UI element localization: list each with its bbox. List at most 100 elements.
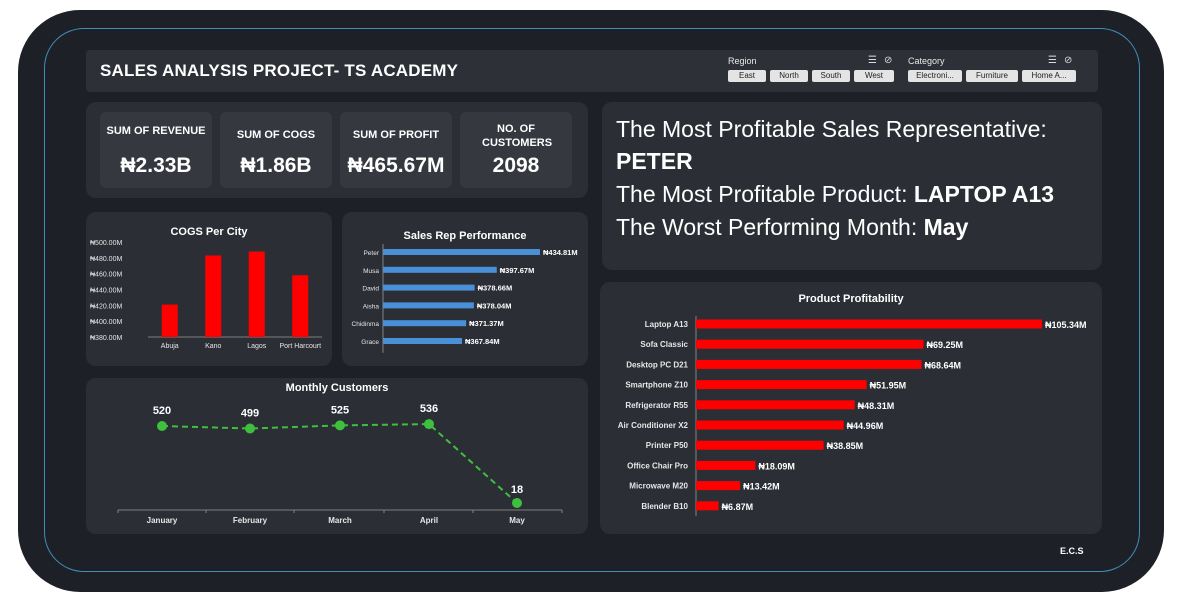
region-option-west[interactable]: West xyxy=(854,70,894,82)
clear-filter-icon[interactable]: ⊘ xyxy=(884,55,893,66)
y-tick-label: ₦500.00M xyxy=(90,240,122,247)
category-label: Desktop PC D21 xyxy=(626,360,688,369)
kpi-value: 2098 xyxy=(492,154,540,177)
clear-filter-icon[interactable]: ⊘ xyxy=(1064,55,1073,66)
x-tick-label: Port Harcourt xyxy=(279,343,321,350)
data-point xyxy=(424,419,434,430)
bar xyxy=(696,359,922,369)
x-tick-label: Kano xyxy=(205,343,221,350)
dashboard-border xyxy=(44,28,1140,572)
region-slicer: Region ☰ ⊘ East North South West xyxy=(728,54,898,88)
region-option-east[interactable]: East xyxy=(728,70,766,82)
x-tick-label: January xyxy=(147,516,178,525)
kpi-label: NO. OF CUSTOMERS xyxy=(482,123,553,149)
category-label: Refrigerator R55 xyxy=(625,401,688,410)
data-label: ₦105.34M xyxy=(1045,320,1087,330)
data-label: 18 xyxy=(511,484,523,496)
kpi-panel: SUM OF REVENUE ₦2.33B SUM OF COGS ₦1.86B… xyxy=(86,102,588,198)
kpi-label: SUM OF REVENUE xyxy=(106,125,206,137)
data-label: ₦378.04M xyxy=(477,301,512,310)
bar xyxy=(696,400,855,410)
data-label: ₦378.66M xyxy=(478,284,513,293)
data-label: ₦434.81M xyxy=(543,248,578,257)
category-label: Peter xyxy=(363,250,379,257)
category-label: Air Conditioner X2 xyxy=(618,421,689,430)
category-label: Chidinma xyxy=(352,321,380,328)
bar xyxy=(383,249,540,255)
bar xyxy=(696,440,824,450)
kpi-value: ₦465.67M xyxy=(347,154,445,177)
kpi-value: ₦1.86B xyxy=(240,154,312,177)
top-product-line: The Most Profitable Product: LAPTOP A13 xyxy=(616,181,1054,208)
bar xyxy=(696,460,756,470)
region-slicer-label: Region xyxy=(728,56,757,66)
data-label: ₦69.25M xyxy=(926,340,963,350)
bar xyxy=(696,319,1042,329)
chart-title: Sales Rep Performance xyxy=(403,230,527,242)
product-profitability-chart: Laptop A13 ₦105.34M Sofa Classic ₦69.25M Des… xyxy=(618,316,1087,516)
sales-rep-chart-panel: Sales Rep Performance Peter ₦434.81M Musa ₦… xyxy=(342,212,588,366)
top-rep-value: PETER xyxy=(616,148,693,174)
data-point xyxy=(157,421,167,431)
x-tick-label: May xyxy=(509,516,525,525)
bar xyxy=(696,420,844,430)
y-tick-label: ₦480.00M xyxy=(90,256,122,263)
y-tick-label: ₦440.00M xyxy=(90,288,122,295)
y-tick-label: ₦400.00M xyxy=(90,319,122,326)
category-label: Smartphone Z10 xyxy=(625,381,688,390)
data-label: 536 xyxy=(420,403,438,415)
bar xyxy=(161,304,178,337)
region-option-north[interactable]: North xyxy=(770,70,808,82)
category-label: Grace xyxy=(361,339,379,346)
bar xyxy=(696,339,924,349)
bar xyxy=(383,266,497,273)
category-label: Printer P50 xyxy=(646,441,689,450)
data-label: ₦68.64M xyxy=(924,360,961,370)
worst-month-line: The Worst Performing Month: May xyxy=(616,214,968,241)
bar xyxy=(383,284,475,291)
product-profitability-panel: Product Profitability Laptop A13 ₦105.34M… xyxy=(600,282,1102,534)
bar xyxy=(383,302,474,309)
kpi-value: ₦2.33B xyxy=(120,154,192,177)
kpi-card-cogs: SUM OF COGS ₦1.86B xyxy=(220,112,332,188)
bar xyxy=(248,251,265,337)
category-option-electronics[interactable]: Electroni... xyxy=(908,70,962,82)
multi-select-icon[interactable]: ☰ xyxy=(1048,55,1057,66)
bar xyxy=(383,338,463,344)
monthly-customers-panel: Monthly Customers 520 January 499 February 5… xyxy=(86,378,588,534)
category-label: Microwave M20 xyxy=(629,482,688,491)
footer-credit: E.C.S xyxy=(1060,546,1084,556)
x-tick-label: Lagos xyxy=(247,343,267,350)
cogs-chart-panel: COGS Per City ₦380.00M ₦400.00M ₦420.00M ₦4… xyxy=(86,212,332,366)
top-product-value: LAPTOP A13 xyxy=(913,181,1055,207)
category-option-home[interactable]: Home A... xyxy=(1022,70,1076,82)
category-label: Aisha xyxy=(363,303,380,310)
data-label: ₦6.87M xyxy=(722,502,754,512)
bar xyxy=(292,275,309,337)
data-point xyxy=(335,420,345,431)
y-tick-label: ₦380.00M xyxy=(90,335,122,342)
data-label: 525 xyxy=(331,404,349,416)
category-option-furniture[interactable]: Furniture xyxy=(966,70,1018,82)
data-label: ₦44.96M xyxy=(847,421,884,431)
category-label: David xyxy=(362,286,379,293)
data-label: ₦51.95M xyxy=(870,381,907,391)
kpi-card-revenue: SUM OF REVENUE ₦2.33B xyxy=(100,112,212,188)
x-tick-label: March xyxy=(328,516,352,525)
x-tick-label: February xyxy=(233,516,268,525)
data-label: ₦367.84M xyxy=(465,337,500,346)
category-label: Musa xyxy=(363,268,379,275)
data-label: 520 xyxy=(153,405,171,417)
data-point xyxy=(245,423,255,434)
top-product-label: The Most Profitable Product: xyxy=(616,181,914,207)
chart-title: Product Profitability xyxy=(798,293,904,305)
x-tick-label: April xyxy=(420,516,438,525)
category-label: Office Chair Pro xyxy=(627,461,688,470)
category-label: Blender B10 xyxy=(641,502,688,511)
page-title: SALES ANALYSIS PROJECT- TS ACADEMY xyxy=(100,61,459,80)
y-tick-label: ₦420.00M xyxy=(90,303,122,310)
multi-select-icon[interactable]: ☰ xyxy=(868,55,877,66)
header-bar: SALES ANALYSIS PROJECT- TS ACADEMY Regio… xyxy=(86,50,1098,92)
y-tick-label: ₦460.00M xyxy=(90,272,122,279)
region-option-south[interactable]: South xyxy=(812,70,850,82)
